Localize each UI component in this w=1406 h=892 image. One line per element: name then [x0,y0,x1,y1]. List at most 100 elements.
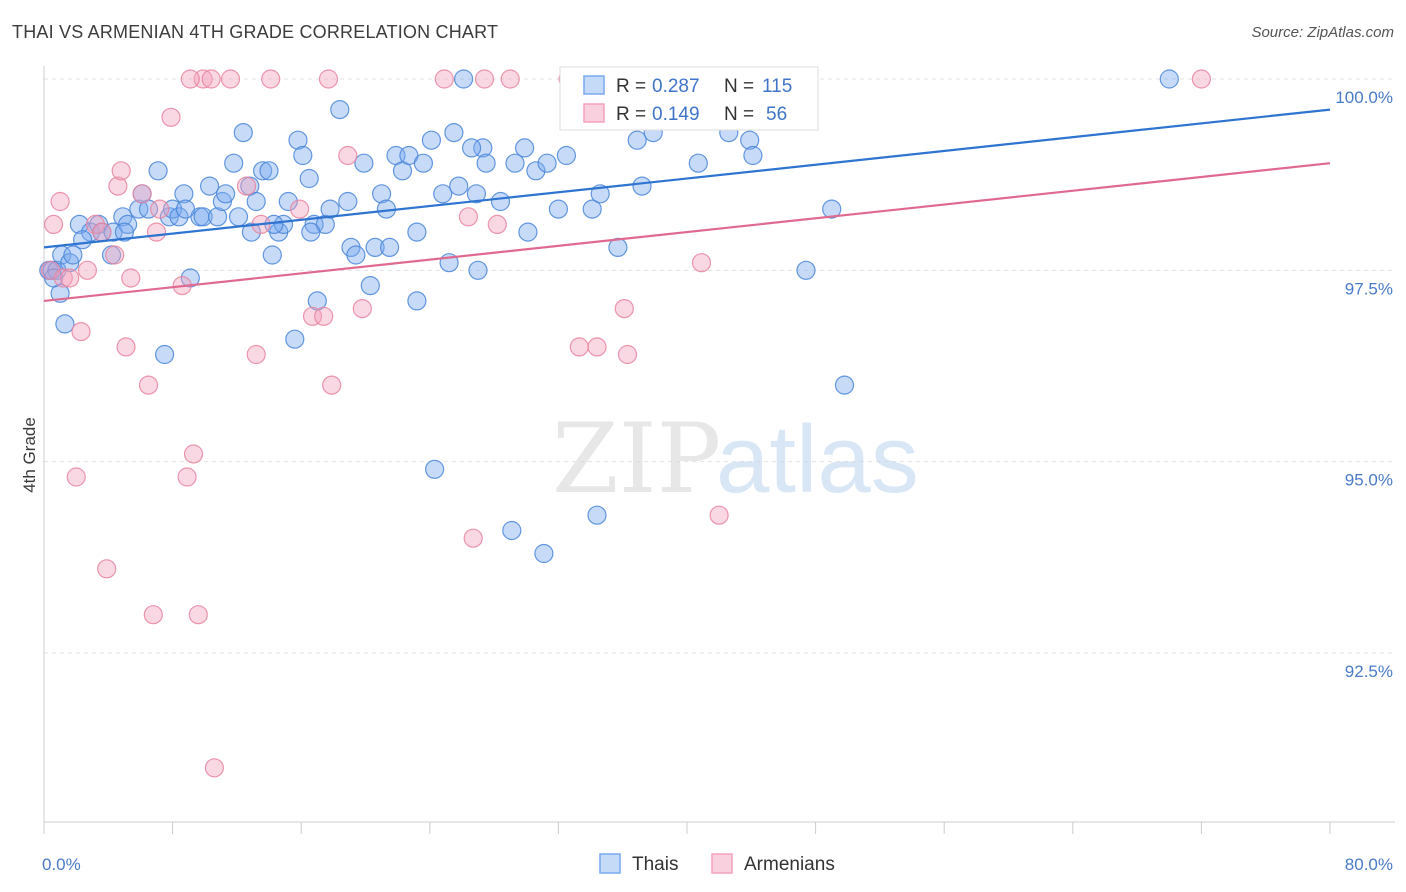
point-thais-50 [320,199,340,219]
y-axis-label: 4th Grade [20,417,39,493]
point-thais-102 [822,199,842,219]
grid-lines [44,78,1395,654]
point-thais-110 [301,222,321,242]
point-armenians-7 [85,214,106,234]
point-armenians-38 [434,69,454,89]
point-thais-74 [468,260,488,280]
point-thais-51 [330,99,350,120]
point-thais-64 [407,222,427,242]
stats-swatch-armenians [583,103,605,123]
tick-labels: 92.5% 95.0% 97.5% 100.0% 0.0% 80.0% [42,88,1393,874]
point-armenians-41 [474,69,495,89]
point-thais-32 [224,153,244,173]
point-armenians-47 [614,299,634,319]
point-armenians-22 [183,444,204,464]
point-armenians-18 [150,199,170,219]
point-thais-27 [193,207,213,227]
point-thais-55 [354,153,374,173]
stats-n-label-thais: N = [724,76,754,97]
point-thais-68 [433,184,453,204]
point-armenians-14 [132,184,152,204]
point-thais-41 [273,214,294,234]
point-armenians-11 [108,176,128,196]
point-armenians-21 [177,467,197,487]
point-thais-104 [1159,69,1179,89]
point-thais-21 [159,207,179,227]
point-thais-75 [473,138,493,158]
point-armenians-8 [92,222,112,242]
stats-n-label-armenians: N = [724,104,754,125]
point-armenians-4 [60,268,80,288]
legend-label-armenians: Armenians [744,854,835,875]
point-thais-23 [169,207,189,227]
stats-box: R = 0.287 N = 115 R = 0.149 N = 56 [559,66,819,131]
point-thais-36 [246,191,266,212]
chart-title: THAI VS ARMENIAN 4TH GRADE CORRELATION C… [12,22,499,42]
point-armenians-3 [53,268,73,288]
point-thais-44 [288,130,308,150]
point-thais-38 [259,161,279,181]
point-thais-84 [537,153,557,173]
stats-n-value-armenians: 56 [766,104,787,125]
point-armenians-55 [290,199,310,219]
stats-n-value-thais: 115 [762,76,792,97]
point-thais-52 [338,191,358,212]
point-armenians-50 [709,505,729,525]
point-thais-88 [582,199,602,219]
point-armenians-35 [322,375,342,395]
point-armenians-19 [161,107,181,127]
point-armenians-53 [116,337,136,357]
point-armenians-1 [43,214,64,234]
source-label: Source: ZipAtlas.com [1251,24,1394,41]
point-armenians-6 [77,260,98,280]
point-thais-16 [129,199,149,219]
series-armenians-points [40,69,1212,778]
point-thais-8 [69,214,90,234]
point-armenians-28 [236,176,257,196]
y-tick-label-3: 100.0% [1335,88,1393,107]
point-armenians-54 [180,69,200,89]
point-thais-71 [449,176,469,196]
point-thais-86 [556,145,577,166]
point-armenians-37 [352,299,372,319]
point-thais-45 [293,145,313,166]
point-thais-33 [228,207,249,227]
point-thais-112 [175,199,196,219]
point-thais-101 [796,260,816,280]
point-thais-98 [740,130,760,150]
point-thais-20 [155,344,175,365]
x-tick-label-0: 0.0% [42,855,81,874]
point-thais-80 [514,138,535,158]
point-thais-93 [632,176,652,196]
point-armenians-25 [201,69,221,89]
stats-r-value-armenians: 0.149 [652,104,700,125]
point-armenians-52 [66,467,86,487]
stats-r-label-armenians: R = [616,104,646,125]
point-thais-58 [372,184,392,204]
point-armenians-27 [220,69,241,89]
point-thais-30 [212,191,232,212]
point-thais-37 [253,161,273,181]
point-armenians-39 [458,207,478,227]
y-tick-label-2: 97.5% [1345,279,1393,298]
point-thais-15 [117,214,138,234]
point-armenians-51 [1191,69,1212,89]
point-armenians-12 [111,161,131,181]
point-armenians-42 [487,214,507,234]
point-armenians-40 [463,528,483,548]
x-tick-label-1: 80.0% [1345,855,1393,874]
point-armenians-34 [318,69,339,89]
point-thais-57 [365,237,385,257]
point-armenians-46 [587,337,607,357]
point-thais-79 [505,153,525,173]
point-thais-28 [200,176,220,196]
watermark-zip: ZIP [552,403,721,515]
point-thais-106 [72,230,93,250]
point-thais-5 [55,314,75,334]
point-armenians-49 [691,253,712,273]
point-thais-85 [548,199,569,219]
y-tick-label-1: 95.0% [1345,471,1393,490]
stats-r-label-thais: R = [616,76,646,97]
point-thais-24 [174,184,194,204]
point-armenians-33 [314,306,334,326]
